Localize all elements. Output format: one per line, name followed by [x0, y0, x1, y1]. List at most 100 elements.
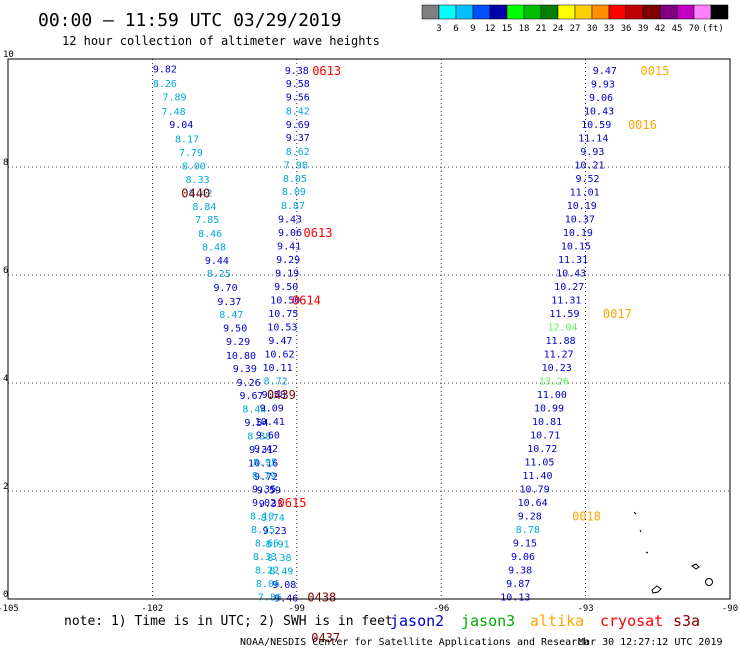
axis-tick-labels: -105 -102 -99 -96 -93 -90 0 2 4 6 8 10 [0, 50, 738, 614]
colorbar-label: 15 [502, 24, 513, 34]
x-tick-label: -90 [722, 604, 738, 614]
wave-height-label: 9.58 [262, 390, 286, 401]
wave-height-label: 7.48 [162, 107, 186, 118]
wave-height-label: 8.15 [251, 525, 275, 536]
wave-height-label: 7.86 [258, 592, 282, 603]
legend-cryosat: cryosat [600, 612, 663, 630]
wave-height-label: 9.52 [575, 174, 599, 185]
colorbar-label: 30 [587, 24, 598, 34]
x-tick-label: -105 [0, 604, 19, 614]
wave-height-label: 10.21 [574, 160, 604, 171]
wave-height-label: 8.44 [242, 404, 266, 415]
wave-height-label: 11.40 [522, 471, 552, 482]
footer-timestamp: Mar 30 12:27:12 UTC 2019 [578, 637, 723, 648]
wave-height-label: 8.48 [202, 242, 226, 253]
wave-height-label: 8.79 [252, 471, 276, 482]
wave-height-label: 12.04 [547, 322, 577, 333]
island-outline [633, 511, 649, 554]
pass-time-label: 0015 [640, 64, 669, 78]
pass-time-label: 0437 [311, 631, 340, 645]
wave-height-label: 8.10 [250, 511, 274, 522]
pass-time-label: 0017 [603, 307, 632, 321]
wave-height-label: 9.06 [511, 552, 535, 563]
wave-height-label: 7.89 [162, 92, 186, 103]
wave-height-label: 8.95 [253, 457, 277, 468]
wave-height-label: 8.05 [283, 174, 307, 185]
colorbar-swatch [659, 4, 678, 20]
colorbar-swatch [523, 4, 542, 20]
wave-height-label: 9.82 [153, 65, 177, 76]
wave-height-label: 13.26 [539, 376, 569, 387]
wave-height-label: 8.06 [256, 579, 280, 590]
colorbar-unit: (ft) [702, 24, 724, 34]
wave-height-label: 9.29 [276, 255, 300, 266]
wave-height-label: 9.59 [257, 485, 281, 496]
wave-height-label: 10.43 [584, 106, 614, 117]
wave-height-label: 9.37 [286, 133, 310, 144]
wave-height-label: 10.72 [527, 444, 557, 455]
wave-height-label: 8.00 [182, 161, 206, 172]
coastline [633, 511, 713, 594]
colorbar-swatch [455, 4, 474, 20]
wave-height-label: 11.27 [544, 349, 574, 360]
colorbar-label: 18 [519, 24, 530, 34]
x-tick-label: -93 [577, 604, 593, 614]
wave-height-label: 9.06 [278, 228, 302, 239]
wave-height-label: 10.64 [518, 498, 548, 509]
colorbar-swatch [438, 4, 457, 20]
wave-height-label: 7.98 [284, 160, 308, 171]
colorbar-label: 39 [638, 24, 649, 34]
wave-height-label: 8.66 [255, 538, 279, 549]
pass-time-labels: 0613 0440 0613 0614 0439 0615 0438 0437 0015 0016… [181, 64, 669, 645]
wave-height-label: 9.60 [256, 430, 280, 441]
wave-height-label: 11.59 [549, 309, 579, 320]
wave-height-label: 10.43 [556, 268, 586, 279]
wave-height-label: 8.72 [264, 376, 288, 387]
wave-height-label: 9.39 [233, 364, 257, 375]
colorbar-label: 6 [453, 24, 458, 34]
island-outline [691, 563, 700, 570]
wave-height-label: 8.87 [281, 201, 305, 212]
wave-height-label: 11.01 [570, 187, 600, 198]
wave-height-label: 10.79 [520, 484, 550, 495]
wave-height-values: 9.82 8.26 7.89 7.48 9.04 8.17 7.79 8.00 8.33 8.42… [153, 65, 617, 605]
colorbar-swatch [693, 4, 712, 20]
colorbar-label: 24 [553, 24, 564, 34]
colorbar-label: 36 [621, 24, 632, 34]
colorbar-swatch [591, 4, 610, 20]
wave-height-label: 9.41 [277, 241, 301, 252]
colorbar-swatch [574, 4, 593, 20]
colorbar-label: 33 [604, 24, 615, 34]
wave-height-label: 10.62 [264, 349, 294, 360]
island-outline [651, 585, 662, 594]
colorbar-label: 12 [485, 24, 496, 34]
footer-note: note: 1) Time is in UTC; 2) SWH is in fe… [64, 614, 393, 629]
pass-time-label: 0614 [292, 293, 321, 307]
wave-height-label: 10.16 [248, 458, 278, 469]
wave-height-label: 10.99 [534, 403, 564, 414]
wave-height-label: 11.88 [546, 336, 576, 347]
wave-height-label: 9.04 [169, 120, 193, 131]
colorbar-swatch [489, 4, 508, 20]
map-subtitle: 12 hour collection of altimeter wave hei… [62, 34, 380, 48]
wave-height-label: 8.74 [261, 513, 285, 524]
wave-height-label: 9.38 [508, 565, 532, 576]
wave-height-label: 8.26 [153, 79, 177, 90]
wave-height-label: 10.53 [267, 322, 297, 333]
wave-height-label: 10.37 [565, 214, 595, 225]
wave-height-label: 8.33 [253, 552, 277, 563]
wave-height-label: 9.43 [278, 214, 302, 225]
colorbar-swatch [557, 4, 576, 20]
wave-height-label: 9.31 [249, 445, 273, 456]
wave-height-label: 9.50 [223, 323, 247, 334]
wave-height-label: 9.70 [214, 283, 238, 294]
wave-height-label: 8.22 [255, 565, 279, 576]
wave-height-label: 11.31 [558, 255, 588, 266]
colorbar-swatch [472, 4, 491, 20]
wave-height-label: 11.00 [537, 390, 567, 401]
wave-height-label: 9.35 [252, 484, 276, 495]
wave-height-label: 9.47 [268, 336, 292, 347]
x-tick-label: -96 [433, 604, 449, 614]
